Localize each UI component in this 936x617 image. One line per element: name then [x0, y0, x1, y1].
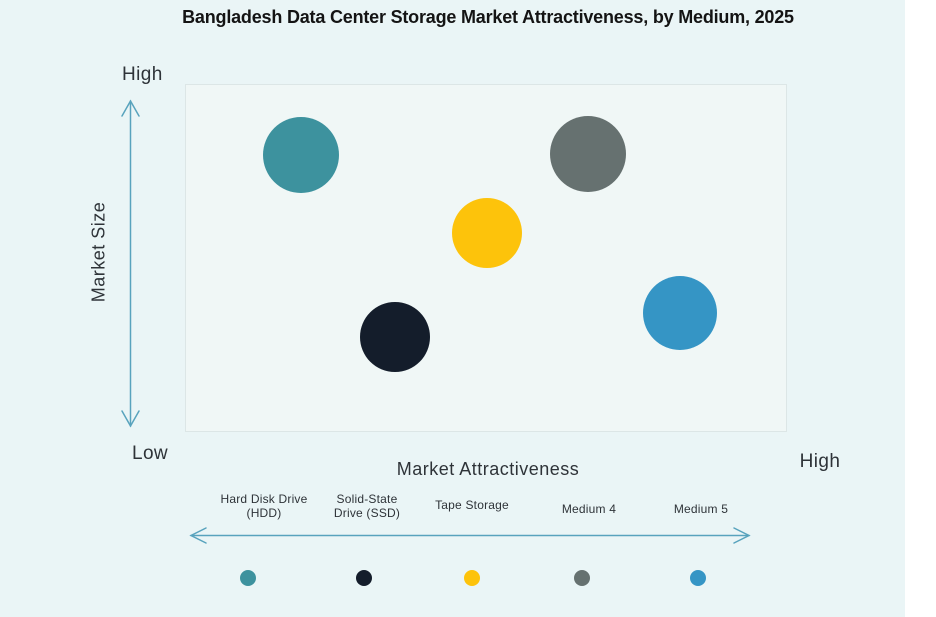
chart-title: Bangladesh Data Center Storage Market At… [182, 7, 794, 27]
bubble-solid-state-drive-ssd [360, 302, 430, 372]
bubble-medium-5 [643, 276, 717, 350]
legend-dot-medium-5 [690, 570, 706, 586]
bubble-medium-4 [550, 116, 626, 192]
legend-dot-medium-4 [574, 570, 590, 586]
bubble-hard-disk-drive-hdd [263, 117, 339, 193]
legend-label-solid-state-drive-ssd: Solid-State Drive (SSD) [333, 492, 401, 520]
y-axis-title: Market Size [88, 201, 109, 303]
bubble-tape-storage [452, 198, 522, 268]
legend-label-medium-5: Medium 5 [673, 502, 729, 516]
legend-axis-arrow [189, 527, 751, 544]
y-axis-high-label: High [122, 64, 163, 85]
y-axis-arrow [121, 99, 140, 428]
legend-label-tape-storage: Tape Storage [435, 498, 509, 512]
y-axis-low-label: Low [132, 443, 169, 464]
x-axis-high-label: High [799, 451, 841, 472]
arrow-right-icon [733, 527, 751, 544]
legend-dot-tape-storage [464, 570, 480, 586]
legend-label-medium-4: Medium 4 [561, 502, 617, 516]
arrow-left-icon [189, 527, 207, 544]
x-axis-title: Market Attractiveness [396, 459, 580, 479]
legend-dot-solid-state-drive-ssd [356, 570, 372, 586]
legend-dot-hard-disk-drive-hdd [240, 570, 256, 586]
arrow-up-icon [121, 99, 140, 117]
legend-label-hard-disk-drive-hdd: Hard Disk Drive (HDD) [220, 492, 308, 520]
arrow-down-icon [121, 410, 140, 428]
right-margin [905, 0, 936, 617]
